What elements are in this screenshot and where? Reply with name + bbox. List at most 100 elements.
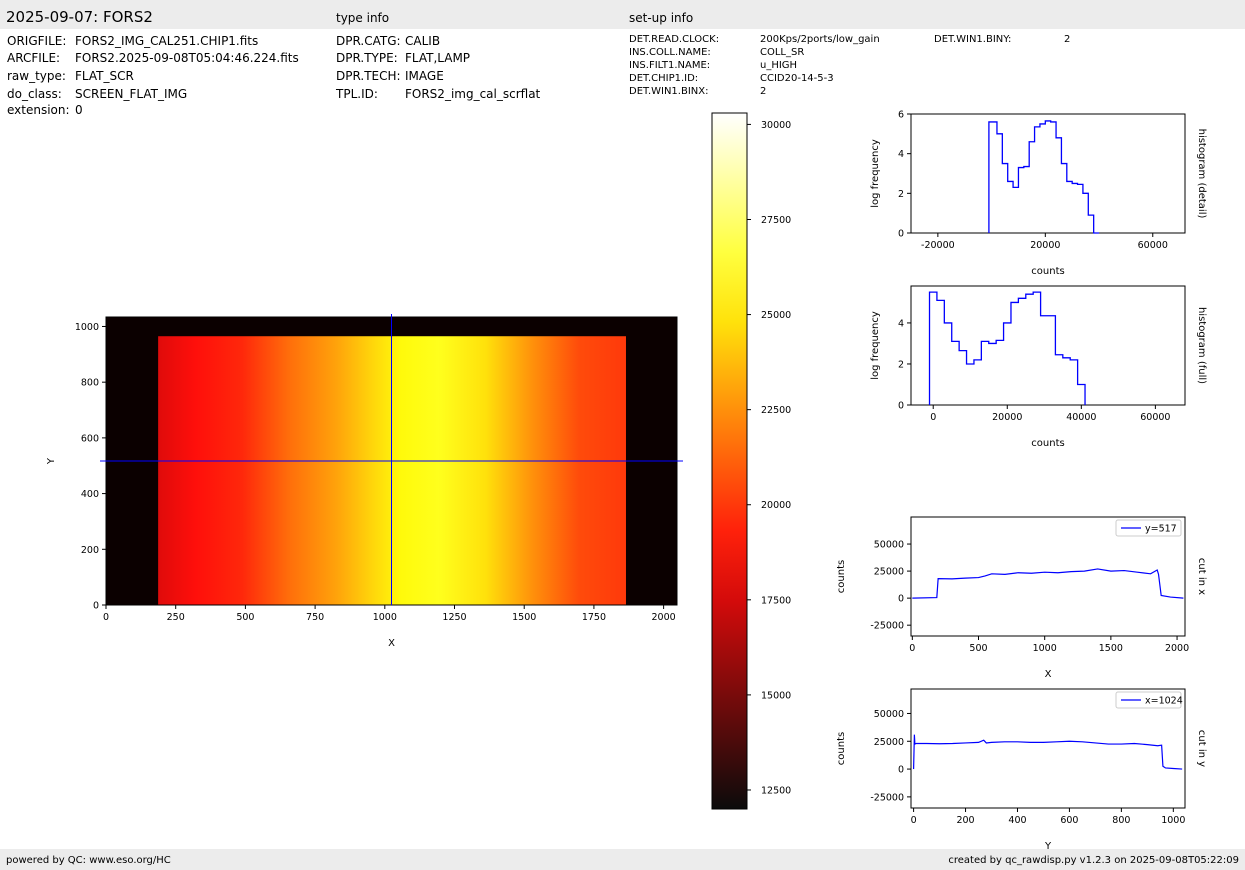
hist_detail-xtick-label: 20000	[1030, 240, 1060, 251]
colorbar-tick-label: 12500	[761, 785, 791, 796]
setup-info-value: CCID20-14-5-3	[760, 73, 834, 84]
hist_detail-xtick-label: -20000	[921, 240, 955, 251]
file-info-value: 0	[75, 103, 83, 117]
cut_y-xtick-label: 400	[1008, 815, 1026, 826]
hist_full-ytick-label: 0	[898, 401, 904, 412]
image-xtick-label: 1000	[373, 612, 397, 623]
setup-info-key: DET.CHIP1.ID:	[629, 73, 699, 84]
hist_full-series-line	[928, 291, 1086, 405]
file-info-key: ARCFILE:	[7, 51, 61, 65]
hist_detail-xtick-label: 60000	[1138, 240, 1168, 251]
setup-info-key: DET.WIN1.BINY:	[934, 34, 1012, 45]
type-info-value: FLAT,LAMP	[405, 51, 471, 65]
setup-info-key: INS.COLL.NAME:	[629, 47, 711, 58]
file-info-key: ORIGFILE:	[7, 34, 67, 48]
footer-created: created by qc_rawdisp.py v1.2.3 on 2025-…	[948, 855, 1239, 866]
type-info-value: IMAGE	[405, 69, 444, 83]
setup-info-key: INS.FILT1.NAME:	[629, 60, 711, 71]
hist_detail-ytick-label: 0	[898, 229, 904, 240]
cut_y-xtick-label: 800	[1112, 815, 1130, 826]
cut_y-frame	[910, 688, 1186, 809]
image-ylabel: Y	[46, 457, 57, 465]
image-xtick-label: 0	[103, 612, 109, 623]
setup-info-key: DET.READ.CLOCK:	[629, 34, 720, 45]
cut_x-xtick-label: 0	[909, 643, 915, 654]
cut_x-ytick-label: 50000	[874, 540, 904, 551]
cut_x-frame	[910, 516, 1186, 637]
type-info-key: DPR.CATG:	[336, 34, 401, 48]
file-info-value: SCREEN_FLAT_IMG	[75, 87, 188, 101]
hist_full-side-label: histogram (full)	[1196, 307, 1207, 384]
hist_full-frame	[910, 285, 1186, 406]
cut_x-ytick-label: 25000	[874, 567, 904, 578]
file-info-key: do_class:	[7, 87, 62, 101]
image-xlabel: X	[388, 638, 395, 649]
image-ytick-label: 0	[93, 601, 99, 612]
cut_y-side-label: cut in y	[1196, 730, 1207, 767]
image-ytick-label: 800	[81, 378, 99, 389]
cut_y-xtick-label: 600	[1060, 815, 1078, 826]
colorbar-tick-label: 17500	[761, 595, 791, 606]
cut_x-xtick-label: 500	[969, 643, 987, 654]
cut_y-legend-label: x=1024	[1145, 696, 1183, 707]
hist_detail-side-label: histogram (detail)	[1196, 129, 1207, 219]
hist_full-xtick-label: 60000	[1140, 412, 1170, 423]
hist_detail-series-line	[988, 120, 1100, 234]
hist_full-xtick-label: 40000	[1066, 412, 1096, 423]
setup-info-value: 200Kps/2ports/low_gain	[760, 34, 880, 45]
cut_y-xtick-label: 200	[956, 815, 974, 826]
type-info-value: FORS2_img_cal_scrflat	[405, 87, 541, 101]
hist_full-xlabel: counts	[1031, 438, 1064, 449]
cut_x-legend-label: y=517	[1145, 524, 1177, 535]
image-xtick-label: 2000	[652, 612, 676, 623]
cut_y-legend-box	[1115, 691, 1182, 709]
cut_x-xtick-label: 1500	[1099, 643, 1123, 654]
colorbar-tick-label: 15000	[761, 690, 791, 701]
image-xtick-label: 500	[236, 612, 254, 623]
cut_y-ytick-label: -25000	[870, 792, 904, 803]
hist_full-ylabel: log frequency	[870, 311, 881, 380]
cut_x-series-line	[912, 568, 1184, 599]
file-info-value: FLAT_SCR	[75, 69, 134, 83]
cut_y-xlabel: Y	[1044, 841, 1052, 852]
cut_x-ytick-label: 0	[898, 594, 904, 605]
hist_detail-ytick-label: 4	[898, 149, 904, 160]
setup-info-value: 2	[1064, 34, 1071, 45]
cut_y-ytick-label: 0	[898, 765, 904, 776]
type-info-key: DPR.TYPE:	[336, 51, 398, 65]
type-info-value: CALIB	[405, 34, 441, 48]
cut_x-ytick-label: -25000	[870, 621, 904, 632]
image-xtick-label: 1750	[582, 612, 606, 623]
image-ytick-label: 200	[81, 545, 99, 556]
hist_detail-ylabel: log frequency	[870, 139, 881, 208]
cut_y-xtick-label: 1000	[1161, 815, 1185, 826]
setup-info-value: u_HIGH	[760, 60, 798, 71]
setup-info-title: set-up info	[629, 11, 694, 25]
colorbar-tick-label: 25000	[761, 310, 791, 321]
setup-info-key: DET.WIN1.BINX:	[629, 86, 709, 97]
type-info-title: type info	[336, 11, 390, 25]
colorbar-tick-label: 30000	[761, 120, 791, 131]
hist_full-xtick-label: 0	[930, 412, 936, 423]
file-info-key: raw_type:	[7, 69, 66, 83]
image-xtick-label: 250	[167, 612, 185, 623]
image-xtick-label: 1500	[512, 612, 536, 623]
cut_y-ylabel: counts	[836, 732, 847, 765]
cut_x-legend-box	[1115, 519, 1182, 537]
colorbar-tick-label: 22500	[761, 405, 791, 416]
image-xtick-label: 1250	[442, 612, 466, 623]
cut_y-ytick-label: 50000	[874, 709, 904, 720]
setup-info-value: 2	[760, 86, 767, 97]
type-info-key: DPR.TECH:	[336, 69, 401, 83]
hist_full-xtick-label: 20000	[992, 412, 1022, 423]
cut_y-ytick-label: 25000	[874, 737, 904, 748]
cut_x-xtick-label: 1000	[1033, 643, 1057, 654]
hist_full-ytick-label: 2	[898, 359, 904, 370]
header-band	[0, 0, 1245, 29]
cut_x-xtick-label: 2000	[1165, 643, 1189, 654]
colorbar-tick-label: 20000	[761, 500, 791, 511]
cut_y-xtick-label: 0	[911, 815, 917, 826]
colorbar-tick-label: 27500	[761, 215, 791, 226]
image-ytick-label: 1000	[75, 322, 99, 333]
